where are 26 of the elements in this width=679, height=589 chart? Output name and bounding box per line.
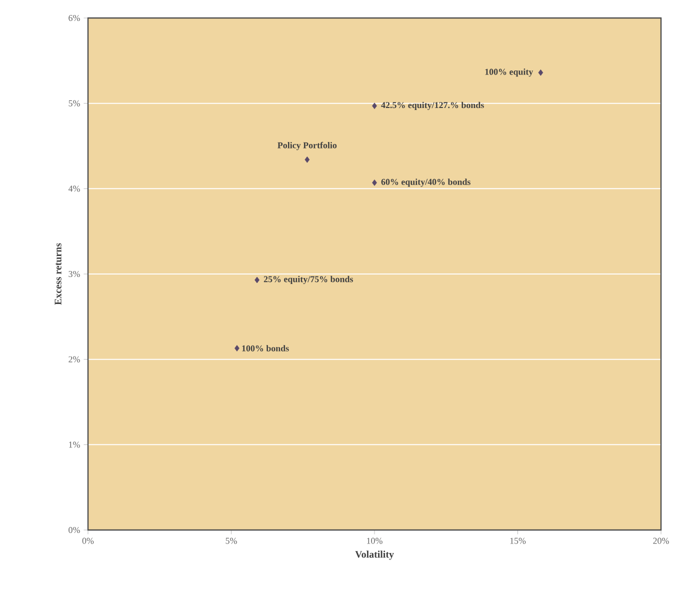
annotation: 100% equity [485, 68, 534, 77]
point [234, 345, 240, 352]
y-tick-label: 3% [68, 270, 80, 278]
y-axis-title: Excess returns [54, 243, 62, 305]
point [372, 180, 377, 186]
x-tick-label: 10% [367, 538, 382, 544]
annotation: 100% bonds [242, 345, 289, 352]
y-tick-label: 2% [68, 356, 80, 362]
x-tick-label: 5% [226, 538, 237, 544]
y-tick-label: 4% [68, 186, 80, 192]
y-tick-label: 0% [68, 526, 80, 534]
annotation: 42.5% equity/127.% bonds [381, 102, 484, 110]
x-axis-title: Volatility [355, 550, 394, 560]
annotation: 25% equity/75% bonds [264, 276, 353, 284]
annotation: Policy Portfolio [278, 142, 337, 150]
annotation: 60% equity/40% bonds [381, 178, 470, 187]
point [372, 102, 377, 110]
point [304, 156, 310, 163]
point [538, 69, 544, 76]
y-tick-label: 6% [68, 14, 80, 22]
x-tick-label: 0% [82, 538, 94, 544]
y-tick-label: 5% [68, 100, 80, 106]
x-tick-label: 20% [653, 538, 669, 544]
x-tick-label: 15% [510, 538, 526, 544]
point [254, 276, 260, 284]
y-tick-label: 1% [69, 442, 80, 448]
